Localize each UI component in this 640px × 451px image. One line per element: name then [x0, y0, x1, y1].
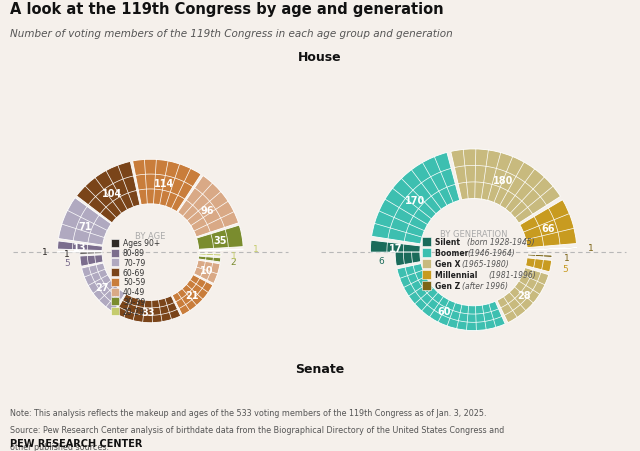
Text: 5: 5 [562, 265, 568, 274]
Text: (after 1996): (after 1996) [461, 281, 508, 290]
Text: 28: 28 [517, 290, 531, 300]
Text: 1: 1 [64, 249, 70, 258]
Text: 2: 2 [230, 258, 236, 266]
Text: 60: 60 [437, 306, 451, 316]
Wedge shape [196, 226, 243, 250]
Wedge shape [198, 257, 221, 262]
Text: PEW RESEARCH CENTER: PEW RESEARCH CENTER [10, 438, 142, 448]
Text: (1946-1964): (1946-1964) [467, 249, 515, 258]
Wedge shape [58, 252, 102, 253]
Text: 1: 1 [42, 248, 47, 257]
Wedge shape [194, 261, 220, 284]
Bar [111, 249, 119, 257]
Bar [111, 308, 119, 315]
Wedge shape [397, 264, 505, 331]
Text: BY GENERATION: BY GENERATION [440, 230, 508, 239]
Wedge shape [395, 253, 420, 267]
Text: 13: 13 [73, 242, 87, 252]
Text: 50-59: 50-59 [123, 278, 145, 287]
Wedge shape [525, 258, 552, 272]
Wedge shape [520, 200, 577, 248]
Text: 21: 21 [186, 290, 199, 300]
Text: 71: 71 [78, 221, 92, 231]
Wedge shape [80, 255, 103, 267]
Wedge shape [115, 295, 180, 323]
Text: 6: 6 [378, 256, 384, 265]
Bar [422, 238, 431, 247]
Bar [111, 268, 119, 276]
Text: (born 1928-1945): (born 1928-1945) [467, 238, 535, 247]
Text: 30-39: 30-39 [123, 297, 145, 306]
Bar [422, 270, 431, 279]
Bar [111, 298, 119, 306]
Bar [422, 281, 431, 290]
Text: House: House [298, 51, 342, 64]
Text: 114: 114 [154, 179, 174, 189]
Wedge shape [371, 241, 420, 253]
Wedge shape [82, 263, 125, 313]
Wedge shape [527, 248, 577, 250]
Wedge shape [77, 162, 140, 223]
Text: Source: Pew Research Center analysis of birthdate data from the Biographical Dir: Source: Pew Research Center analysis of … [10, 425, 504, 434]
Text: (1965-1980): (1965-1980) [461, 259, 509, 268]
Text: Silent: Silent [435, 238, 463, 247]
Bar [111, 259, 119, 267]
Text: Note: This analysis reflects the makeup and ages of the 533 voting members of th: Note: This analysis reflects the makeup … [10, 408, 486, 417]
Text: 20-29: 20-29 [123, 307, 145, 316]
Text: 80-89: 80-89 [123, 249, 145, 258]
Text: 1: 1 [563, 253, 569, 262]
Wedge shape [58, 241, 102, 251]
Wedge shape [178, 176, 239, 237]
Text: 1: 1 [588, 243, 594, 252]
Wedge shape [451, 150, 561, 224]
Text: Ages 90+: Ages 90+ [123, 239, 160, 248]
Text: Boomer: Boomer [435, 249, 471, 258]
Text: Gen Z: Gen Z [435, 281, 463, 290]
Text: Senate: Senate [296, 362, 344, 375]
Text: 70-79: 70-79 [123, 258, 145, 267]
Text: 1: 1 [253, 245, 259, 254]
Text: (1981-1996): (1981-1996) [488, 270, 536, 279]
Text: 10: 10 [200, 266, 214, 276]
Bar [422, 249, 431, 258]
Text: 66: 66 [541, 224, 555, 234]
Bar [422, 259, 431, 268]
Text: Gen X: Gen X [435, 259, 463, 268]
Wedge shape [172, 275, 213, 315]
Text: 180: 180 [493, 175, 513, 185]
Text: 5: 5 [65, 259, 70, 268]
Text: Millennial: Millennial [435, 270, 480, 279]
Wedge shape [198, 254, 221, 257]
Text: 17: 17 [388, 243, 402, 253]
Bar [111, 288, 119, 296]
Text: 104: 104 [102, 188, 122, 198]
Text: 35: 35 [213, 235, 227, 245]
Wedge shape [80, 253, 102, 255]
Text: 40-49: 40-49 [123, 287, 145, 296]
Wedge shape [497, 268, 548, 323]
Wedge shape [132, 160, 201, 212]
Wedge shape [372, 153, 460, 244]
Text: 60-69: 60-69 [123, 268, 145, 277]
Bar [111, 239, 119, 247]
Text: BY AGE: BY AGE [135, 231, 166, 240]
Text: 27: 27 [95, 282, 109, 292]
Text: A look at the 119th Congress by age and generation: A look at the 119th Congress by age and … [10, 2, 444, 17]
Text: 1: 1 [231, 252, 237, 261]
Wedge shape [527, 255, 552, 258]
Text: other published sources.: other published sources. [10, 442, 109, 451]
Text: 33: 33 [141, 307, 155, 317]
Text: 96: 96 [200, 205, 214, 215]
Wedge shape [198, 249, 243, 251]
Bar [111, 278, 119, 286]
Text: 170: 170 [405, 195, 426, 205]
Text: Number of voting members of the 119th Congress in each age group and generation: Number of voting members of the 119th Co… [10, 29, 452, 39]
Wedge shape [58, 198, 111, 245]
